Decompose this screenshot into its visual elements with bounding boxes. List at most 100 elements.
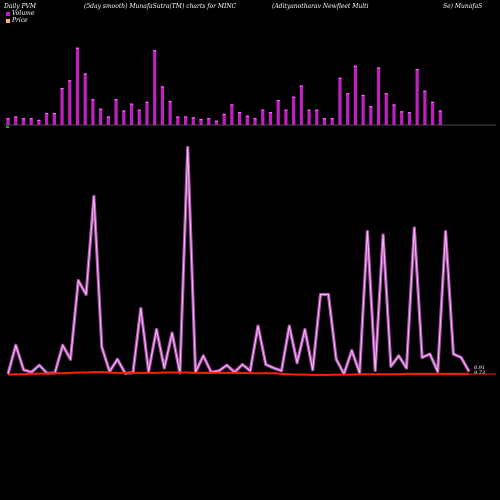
volume-bar [45,112,49,125]
price-last-label-2: 9.73 [474,370,486,376]
volume-bar [330,118,334,125]
legend-volume-label: Volume [12,10,35,17]
volume-bar [207,118,211,125]
volume-bar-cap [299,85,303,87]
volume-bar-cap [6,118,10,120]
volume-bar-cap [407,112,412,114]
volume-bar-cap [423,90,427,92]
volume-bar [299,85,303,125]
volume-bar-cap [276,100,280,102]
price-last-label-1: 6.91 [474,365,486,371]
volume-bar-cap [145,101,149,103]
volume-bar [14,116,18,125]
volume-bar [222,113,226,125]
volume-bar-cap [353,65,357,67]
volume-bar-cap [106,116,110,118]
volume-bar-cap [261,109,265,111]
volume-bar [214,120,219,125]
volume-bar [199,118,203,125]
volume-bar-cap [37,119,41,122]
volume-bar [29,118,33,125]
volume-bar-cap [168,100,172,103]
volume-bar [21,118,26,125]
volume-bar [392,104,396,125]
volume-bar-cap [60,88,64,90]
volume-bar-cap [183,116,188,118]
volume-bar-cap [160,86,164,88]
volume-bar [346,93,350,125]
volume-bar-cap [153,50,157,52]
volume-bar-cap [214,120,219,122]
volume-bar [176,116,180,125]
volume-bar [153,50,157,125]
volume-bar-cap [75,47,80,49]
volume-bar [315,109,319,125]
header-center-left: (5day smooth) MunafaSutra(TM) charts for… [84,3,237,10]
volume-bar-cap [307,109,311,111]
volume-bar [253,118,257,125]
volume-bar-cap [253,118,257,120]
header-left: Daily PVM [4,3,37,10]
volume-bar [400,111,404,125]
volume-bar [338,77,342,125]
volume-bar [261,109,265,125]
volume-bar-cap [346,93,350,95]
legend-price: Price [6,17,28,24]
volume-bar [52,112,56,125]
volume-bar [137,109,141,125]
volume-bar-cap [122,110,126,112]
volume-bar [384,93,388,125]
volume-bar [245,115,249,125]
volume-bar [114,99,118,125]
volume-bar-cap [431,101,435,103]
legend-price-label: Price [12,17,28,24]
volume-bar [83,73,87,125]
volume-bar-cap [52,112,56,115]
volume-bar-cap [238,112,242,114]
volume-line [7,147,470,375]
volume-bar-cap [415,69,419,71]
volume-bar-cap [129,103,134,105]
volume-bar [307,109,311,125]
legend-volume: Volume [6,10,34,17]
volume-bar-cap [392,104,396,106]
volume-bar-cap [14,116,18,118]
volume-bar [238,112,242,125]
volume-bar [122,110,126,125]
volume-bar [276,100,280,125]
volume-bar-cap [338,77,342,79]
volume-bar-cap [438,110,442,112]
volume-bar [106,116,110,125]
volume-bar [438,110,442,125]
header-right: Se) MunafaS [443,3,483,10]
volume-bar-cap [83,73,87,75]
price-swatch-icon [6,18,10,23]
volume-bar [369,106,373,125]
volume-bar [37,119,41,125]
volume-bar-cap [222,113,226,116]
volume-bar [361,94,365,125]
volume-bar [68,80,72,125]
volume-bar [423,90,427,125]
volume-bar-cap [268,112,273,114]
volume-bar-cap [199,118,203,121]
volume-bar [322,118,327,125]
volume-bar-cap [176,116,180,118]
volume-bar-cap [114,99,118,101]
volume-bar-cap [99,108,103,110]
volume-bar [407,112,412,125]
volume-bar [191,117,195,125]
volume-bar [268,112,273,125]
volume-marker [6,126,9,128]
volume-bar [75,47,80,125]
volume-bar-cap [207,118,211,120]
volume-bar [99,108,103,125]
volume-bar-cap [137,109,141,111]
volume-bar-cap [369,106,373,108]
price-line [7,371,469,376]
volume-bar-cap [284,109,288,111]
volume-bar [353,65,357,125]
volume-bar-cap [315,109,319,111]
volume-bar [168,100,172,125]
